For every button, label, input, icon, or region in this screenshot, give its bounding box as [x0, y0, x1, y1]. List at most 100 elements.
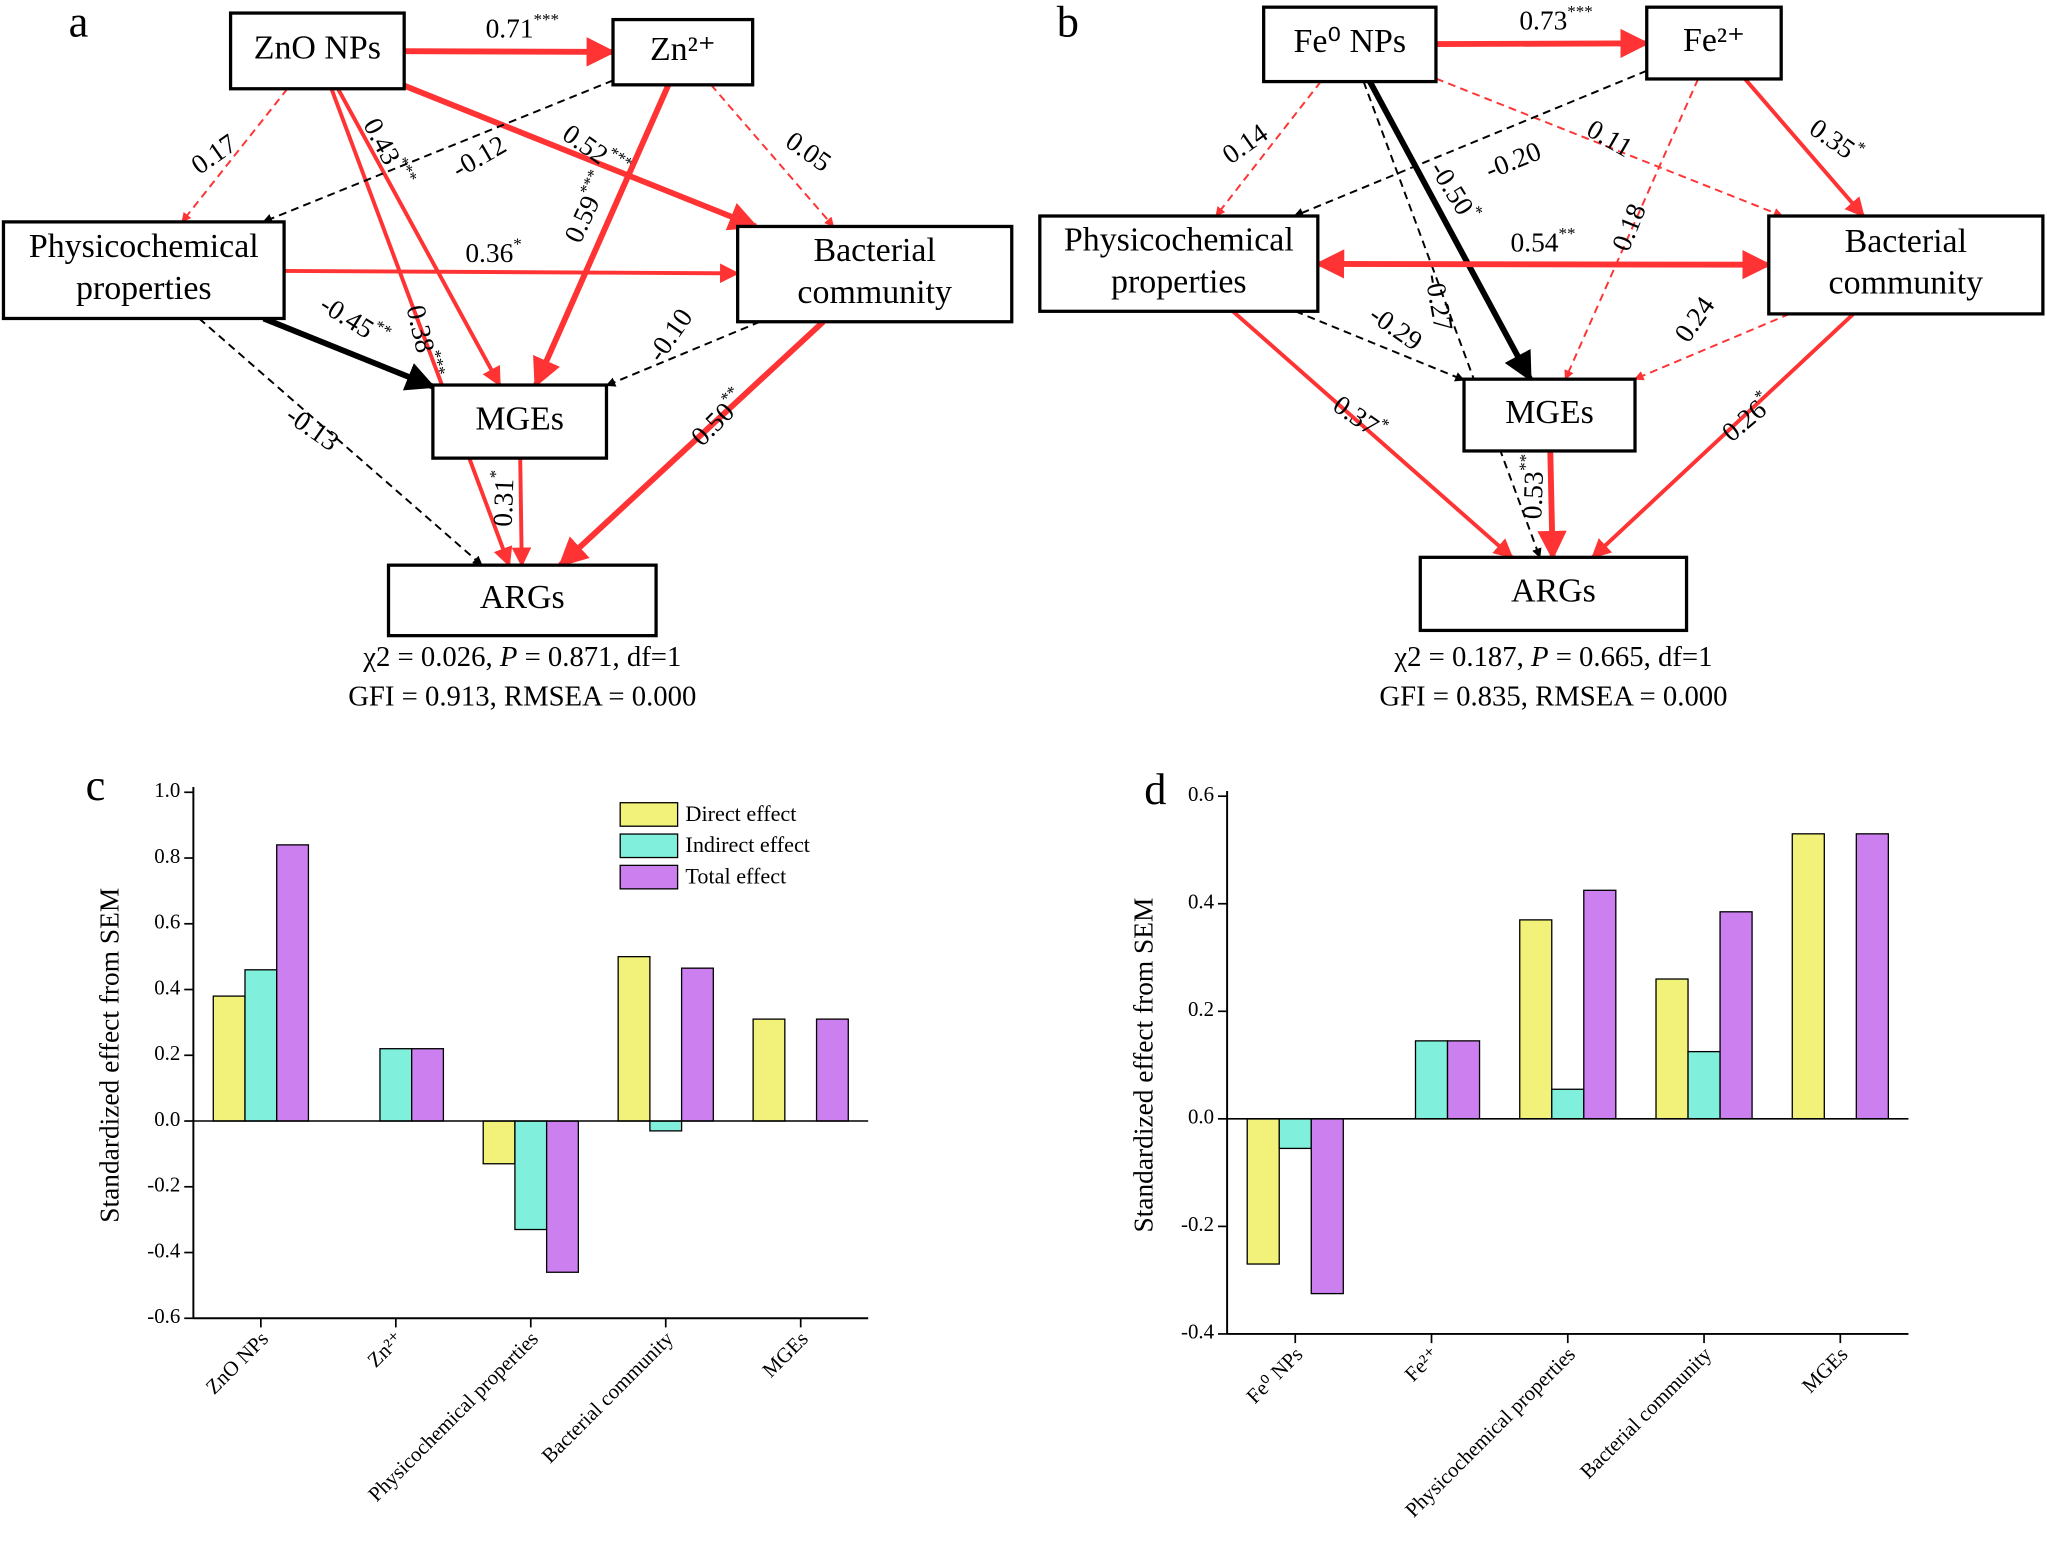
- path-arrow: [262, 79, 614, 224]
- path-arrow: [284, 263, 740, 284]
- path-arrow: [1564, 78, 1699, 381]
- coefficient: -0.45: [315, 289, 379, 345]
- path-arrow: [1293, 69, 1648, 218]
- bar: [379, 1048, 413, 1122]
- y-tick-label: -0.4: [1181, 1320, 1215, 1344]
- coefficient: 0.24: [1669, 291, 1721, 348]
- y-tick-label: -0.2: [147, 1173, 180, 1197]
- y-tick-label: -0.2: [1181, 1212, 1214, 1236]
- legend-label: Total effect: [685, 864, 787, 889]
- y-axis-label: Standardized effect from SEM: [1128, 898, 1158, 1233]
- x-tick-label: MGEs: [757, 1327, 813, 1383]
- path-arrow: [1537, 450, 1567, 561]
- x-tick-label: MGEs: [1797, 1342, 1853, 1398]
- y-tick-label: 0.6: [154, 910, 180, 934]
- y-tick-label: -0.4: [147, 1238, 181, 1262]
- stat-text: = 0.665, df=1: [1549, 641, 1713, 673]
- panel-letter: a: [69, 0, 89, 46]
- stat-text: GFI = 0.913, RMSEA = 0.000: [348, 680, 696, 712]
- path-coefficient: -0.20: [1481, 136, 1545, 185]
- path-arrow: [710, 84, 835, 228]
- path-coefficient: -0.12: [447, 130, 511, 185]
- node-box: [611, 17, 755, 87]
- bar: [617, 955, 651, 1122]
- node-box: [1645, 5, 1783, 81]
- path-coefficient: 0.37*: [1327, 386, 1393, 446]
- y-tick-label: 0.4: [1188, 890, 1215, 914]
- bar: [815, 1018, 849, 1122]
- node-box: [1767, 214, 2045, 316]
- x-tick-label: Fe⁰ NPs: [1241, 1342, 1307, 1408]
- path-arrow: [329, 88, 513, 567]
- y-tick-label: 0.2: [154, 1041, 180, 1065]
- path-coefficient: 0.38***: [400, 301, 449, 380]
- coefficient: -0.20: [1481, 136, 1545, 185]
- path-arrow: [1367, 80, 1533, 382]
- path-coefficient: 0.73***: [1519, 2, 1592, 36]
- coefficient: 0.54: [1511, 228, 1559, 258]
- legend-label: Direct effect: [685, 801, 797, 826]
- node-box: [1038, 214, 1320, 313]
- path-coefficient: 0.24: [1669, 291, 1721, 348]
- significance: *: [513, 234, 521, 253]
- bar: [244, 969, 278, 1122]
- path-arrow: [1435, 28, 1650, 59]
- bar: [482, 1120, 516, 1165]
- legend-swatch: [619, 864, 679, 890]
- coefficient: -0.12: [447, 130, 511, 185]
- node-label: MGEs: [1505, 394, 1594, 431]
- legend-swatch: [619, 833, 679, 859]
- stat-text: GFI = 0.835, RMSEA = 0.000: [1379, 680, 1727, 712]
- path-arrow: [1314, 249, 1772, 280]
- node-label: Physicochemical: [1064, 222, 1294, 259]
- significance: ***: [426, 348, 450, 377]
- path-coefficient: 0.17: [186, 128, 242, 180]
- y-tick-label: 0.6: [1188, 782, 1214, 806]
- node-label: ARGs: [1511, 573, 1596, 610]
- significance: *: [486, 470, 505, 479]
- legend-swatch: [619, 802, 679, 827]
- legend-label: Indirect effect: [685, 832, 810, 857]
- x-tick-label: Bacterial community: [537, 1326, 679, 1468]
- bar: [411, 1048, 445, 1122]
- y-tick-label: 0.4: [154, 975, 181, 999]
- coefficient: 0.18: [1606, 200, 1652, 256]
- node-label: Fe⁰ NPs: [1294, 23, 1407, 60]
- coefficient: 0.31: [488, 478, 520, 527]
- y-tick-label: 0.0: [1188, 1105, 1214, 1129]
- significance: **: [1515, 454, 1535, 472]
- bar: [1655, 978, 1689, 1120]
- node-box: [1418, 555, 1689, 633]
- fit-statistics: χ2 = 0.187, P = 0.665, df=1: [1393, 641, 1712, 673]
- path-arrow: [1743, 77, 1865, 218]
- y-tick-label: 0.8: [154, 844, 180, 868]
- coefficient: 0.36: [465, 238, 513, 268]
- bar: [212, 995, 246, 1122]
- x-tick-label: Zn²⁺: [362, 1327, 408, 1373]
- bar: [1551, 1088, 1585, 1120]
- stat-text: P: [499, 641, 518, 673]
- bar: [1583, 889, 1617, 1120]
- node-box: [1462, 377, 1637, 453]
- bar: [1246, 1118, 1280, 1265]
- coefficient: 0.05: [780, 126, 836, 178]
- node-box: [386, 563, 658, 638]
- node-box: [736, 224, 1014, 324]
- path-coefficient: -0.29: [1364, 299, 1428, 356]
- bar: [276, 844, 310, 1122]
- path-coefficient: -0.50*: [1424, 154, 1487, 228]
- path-arrow: [605, 320, 761, 387]
- node-label: Fe²⁺: [1683, 22, 1745, 59]
- path-arrow: [198, 317, 483, 566]
- node-label: Bacterial: [1845, 223, 1967, 260]
- x-tick-label: Fe²⁺: [1400, 1342, 1444, 1386]
- bar: [1791, 833, 1825, 1120]
- significance: **: [1558, 224, 1575, 243]
- coefficient: 0.38: [400, 302, 440, 355]
- stat-text: χ2 = 0.026,: [362, 641, 500, 673]
- path-arrow: [336, 87, 502, 387]
- path-coefficient: -0.10: [642, 303, 699, 367]
- path-arrow: [404, 37, 616, 67]
- coefficient: 0.71: [486, 14, 534, 44]
